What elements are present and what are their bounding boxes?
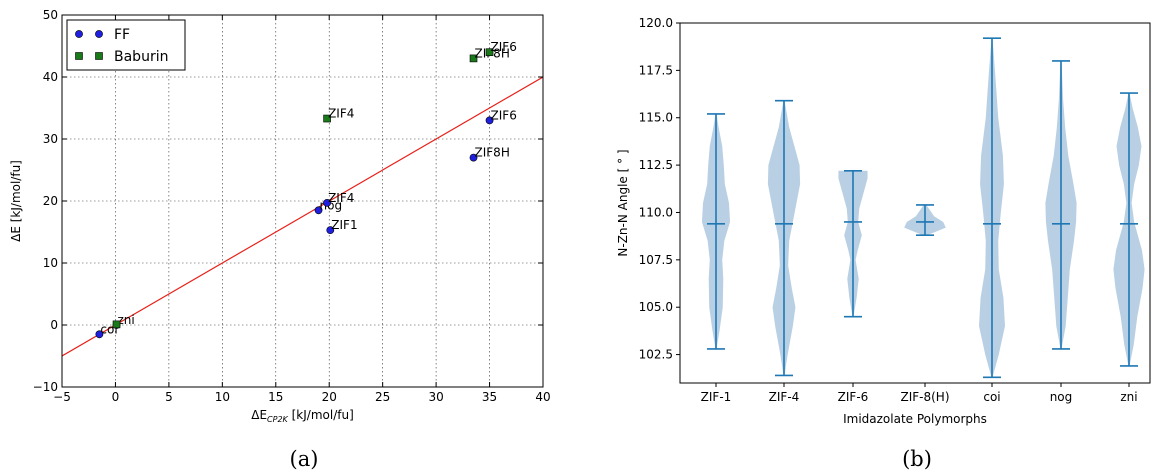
x-tick-label: ZIF-8(H) [900,390,949,404]
plot-frame [679,22,1151,384]
data-point-ff [469,153,478,162]
x-tick-label: coi [983,390,1000,404]
x-tick-label: ZIF-1 [701,390,732,404]
y-tick-label: −10 [33,380,58,394]
legend-label: Baburin [114,49,168,65]
y-tick-label: 110.0 [639,205,673,219]
scatter-chart-panel: coizninogZIF4ZIF1ZIF8HZIF6ZIF4ZIF8HZIF6−… [9,8,551,424]
y-tick-label: 102.5 [639,348,673,362]
data-point-baburin [112,320,121,329]
x-tick-label: 5 [165,390,173,404]
y-tick-label: 10 [43,256,58,270]
y-tick-label: 30 [43,132,58,146]
x-tick-label: nog [1050,390,1073,404]
violin-chart-panel: ZIF-1 ZIF-4 ZIF-6 ZIF-8(H) coi nog zni 102.5 105… [616,16,1151,426]
caption-a: (a) [290,447,319,471]
point-label: ZIF4 [328,191,354,205]
data-point-ff [326,226,335,235]
x-tick-label: 30 [428,390,443,404]
x-tick-label: 25 [375,390,390,404]
point-label: ZIF6 [491,40,517,54]
x-tick-label: 35 [482,390,497,404]
y-tick-label: 112.5 [639,158,673,172]
legend-marker [95,30,103,38]
x-tick-label: 15 [268,390,283,404]
fit-line [62,76,543,357]
y-tick-label: 115.0 [639,111,673,125]
x-tick-label: 0 [112,390,120,404]
y-axis-label: ΔE [kJ/mol/fu] [9,160,23,242]
y-axis-label: N-Zn-N Angle [ ° ] [616,149,630,256]
y-tick-label: 40 [43,70,58,84]
y-tick-label: 50 [43,8,58,22]
data-point-baburin [469,54,478,63]
x-tick-label: zni [1120,390,1137,404]
data-point-ff [314,206,323,215]
y-tick-label: 117.5 [639,63,673,77]
point-label: zni [118,313,135,327]
legend-marker [75,30,83,38]
y-tick-label: 120.0 [639,16,673,30]
data-point-ff [485,116,494,125]
y-tick-label: 0 [50,318,58,332]
x-tick-label: 40 [535,390,550,404]
data-point-baburin [323,114,331,123]
y-tick-label: 107.5 [639,253,673,267]
x-tick-label: 20 [322,390,337,404]
data-point-baburin [485,48,494,57]
legend-marker [95,52,103,60]
x-axis-label: ΔECP2K [kJ/mol/fu] [251,408,354,424]
point-label: ZIF8H [475,146,510,160]
caption-b: (b) [902,447,932,471]
x-tick-label: −5 [53,390,71,404]
x-axis-label: Imidazolate Polymorphs [843,412,987,426]
legend-label: FF [114,27,130,43]
point-label: ZIF1 [331,218,357,232]
x-tick-label: 10 [215,390,230,404]
x-tick-label: ZIF-6 [838,390,869,404]
x-tick-label: ZIF-4 [769,390,800,404]
legend-marker [75,52,83,60]
data-point-ff [95,330,104,339]
legend-box [66,19,186,71]
y-tick-label: 20 [43,194,58,208]
point-label: ZIF6 [491,108,517,122]
data-point-ff [323,198,331,207]
point-label: ZIF4 [328,107,354,121]
y-tick-label: 105.0 [639,300,673,314]
